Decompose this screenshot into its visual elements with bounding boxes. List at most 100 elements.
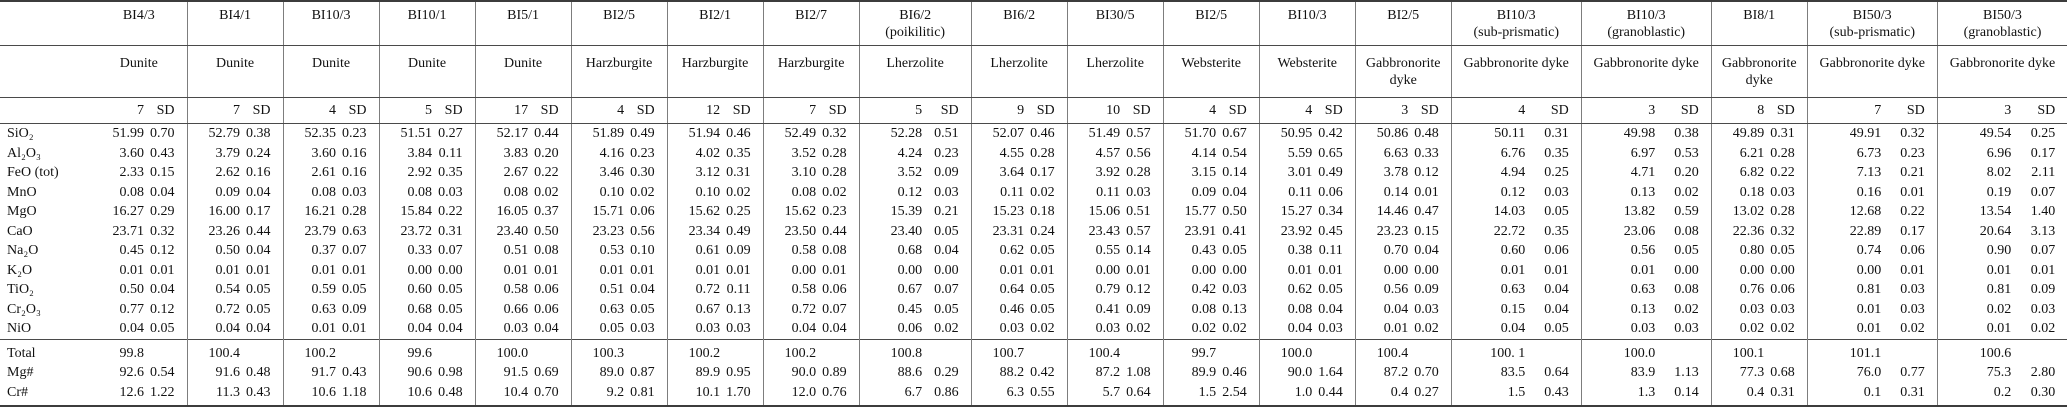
value-cell: 87.2 (1066, 363, 1126, 383)
sd-cell: 0.02 (534, 184, 559, 200)
sample-name: BI50/3 (1852, 8, 1892, 23)
sd-header-cell: SD (533, 97, 572, 124)
sample-name: BI2/7 (795, 8, 828, 23)
value-cell: 0.19 (1936, 182, 2017, 202)
value-cell: 90.0 (762, 363, 822, 383)
sd-cell: 0.56 (630, 223, 655, 239)
value-cell: 0.08 (119, 184, 145, 200)
sd-cell (821, 338, 860, 363)
value-cell: 6.96 (1936, 143, 2017, 163)
sd-cell: 0.32 (822, 126, 847, 141)
rock-type-cell: Dunite (378, 45, 476, 98)
value-cell: 0.38 (1258, 241, 1318, 261)
sd-cell: 0.09 (2030, 282, 2056, 297)
rock-type-cell: Dunite (91, 45, 188, 98)
sd-cell: 0.05 (1318, 282, 1343, 297)
oxide-row-label: Al₂O₃ (7, 145, 41, 161)
no-row-label (0, 97, 91, 124)
rock-type-cell: Dunite (186, 45, 284, 98)
value-cell: 6.76 (1450, 143, 1531, 163)
sd-cell: 0.31 (726, 165, 751, 180)
oxide-row-label: MgO (7, 204, 37, 219)
value-cell: 0.08 (1162, 299, 1222, 319)
sd-cell: 0.29 (934, 365, 959, 380)
value-cell: 0.00 (1162, 260, 1222, 280)
value-cell: 13.82 (1580, 202, 1661, 222)
value-cell: 49.89 (1710, 123, 1770, 144)
rock-type-cell: Gabbronorite dyke (1806, 45, 1938, 98)
sd-cell: 0.17 (1900, 223, 1925, 239)
n-count-cell: 4 (1162, 97, 1222, 124)
value-cell: 100.2 (282, 338, 342, 363)
value-cell: 0.04 (119, 321, 145, 336)
value-cell: 23.23 (570, 221, 630, 241)
sample-name: BI4/3 (122, 8, 155, 23)
sd-cell: 0.44 (246, 223, 271, 239)
value-cell: 0.04 (1354, 299, 1414, 319)
sd-cell: 1.13 (1674, 365, 1699, 380)
value-cell: 0.74 (1806, 241, 1887, 261)
value-cell: 6.82 (1710, 163, 1770, 183)
value-cell: 15.84 (378, 202, 438, 222)
value-cell: 0.15 (1450, 299, 1531, 319)
sd-cell: 0.23 (822, 204, 847, 219)
value-cell: 0.4 (1710, 382, 1770, 407)
sd-cell: 0.49 (1318, 165, 1343, 180)
value-cell: 0.09 (1162, 182, 1222, 202)
rock-type-cell: Dunite (474, 45, 572, 98)
value-cell: 3.60 (119, 145, 145, 161)
sd-cell: 0.28 (1030, 145, 1055, 161)
value-cell: 0.03 (1066, 319, 1126, 339)
sd-cell: 0.50 (534, 223, 559, 239)
sd-cell: 0.21 (1900, 165, 1925, 180)
sd-cell: 0.06 (1318, 184, 1343, 200)
n-count-cell: 7 (1806, 97, 1887, 124)
value-cell: 100.0 (474, 338, 534, 363)
sd-cell: 0.14 (1222, 165, 1247, 180)
value-cell: 0.01 (1806, 319, 1887, 339)
sd-cell: 0.05 (934, 223, 959, 239)
sd-cell: 0.55 (1029, 382, 1068, 407)
sd-header-cell: SD (1125, 97, 1164, 124)
value-cell: 0.90 (1936, 241, 2017, 261)
value-cell: 20.64 (1936, 221, 2017, 241)
value-cell: 0.67 (666, 299, 726, 319)
n-count-cell: 7 (186, 97, 246, 124)
sd-cell (341, 338, 380, 363)
value-cell: 0.1 (1806, 382, 1887, 407)
sd-cell: 0.43 (342, 365, 367, 380)
sd-cell: 0.16 (246, 165, 271, 180)
value-cell: 3.46 (570, 163, 630, 183)
value-cell: 0.13 (1580, 182, 1661, 202)
sd-cell: 0.04 (630, 282, 655, 297)
sample-header: BI2/1 (666, 0, 764, 46)
value-cell: 3.15 (1162, 163, 1222, 183)
sd-cell: 1.22 (149, 382, 188, 407)
value-cell: 88.6 (858, 363, 928, 383)
n-count-cell: 7 (91, 97, 149, 124)
value-cell: 6.73 (1806, 143, 1887, 163)
sd-cell: 0.29 (150, 204, 175, 219)
value-cell: 0.08 (282, 182, 342, 202)
sd-cell: 1.70 (725, 382, 764, 407)
sd-cell: 0.28 (342, 204, 367, 219)
sd-header-cell: SD (437, 97, 476, 124)
value-cell: 0.77 (119, 301, 145, 317)
sd-cell: 0.00 (438, 262, 463, 278)
value-cell: 0.45 (858, 299, 928, 319)
sd-cell: 0.50 (1222, 204, 1247, 219)
value-cell: 4.94 (1450, 163, 1531, 183)
sd-cell: 0.11 (726, 282, 751, 297)
sd-cell: 0.03 (1770, 301, 1795, 317)
rock-type-row-label (0, 45, 91, 98)
sd-header-cell: SD (1317, 97, 1356, 124)
sample-header: BI8/1 (1710, 0, 1808, 46)
sd-cell: 0.04 (1544, 282, 1569, 297)
value-cell: 0.04 (1258, 319, 1318, 339)
sample-name: BI2/5 (603, 8, 636, 23)
sd-cell: 0.01 (1030, 262, 1055, 278)
sd-cell: 0.63 (342, 223, 367, 239)
summary-row-label: Total (0, 338, 91, 363)
sd-cell: 0.46 (1222, 365, 1247, 380)
